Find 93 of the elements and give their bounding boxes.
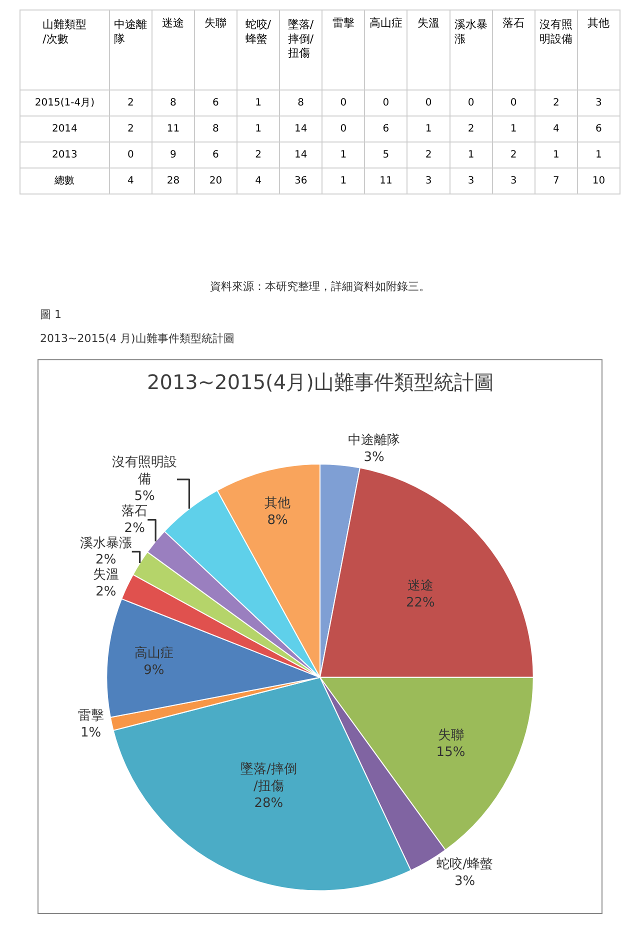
data-label: 6 xyxy=(596,124,602,134)
y-tick-label: 2013 xyxy=(52,150,78,160)
data-label: 2% xyxy=(96,584,116,600)
data-label: 3 xyxy=(510,176,517,186)
data-label: 2 xyxy=(127,98,134,108)
x-tick-label: 中途離隊 xyxy=(114,18,148,46)
data-label: 11 xyxy=(166,124,180,134)
data-label: 28 xyxy=(166,176,180,186)
data-label: 14 xyxy=(294,124,308,134)
slice-label: 失聯 xyxy=(438,728,464,744)
x-tick-label: 其他 xyxy=(588,16,610,30)
data-label: 9% xyxy=(144,663,164,678)
y-tick-label: 2015(1-4月) xyxy=(34,98,95,108)
slice-label: 沒有照明設備 xyxy=(112,455,178,487)
x-tick-label: 溪水暴漲 xyxy=(454,18,488,46)
data-label: 3 xyxy=(596,98,602,108)
slice-label: 高山症 xyxy=(134,645,174,662)
slice-label: 墜落/摔倒/扭傷 xyxy=(240,762,297,794)
data-label: 1 xyxy=(552,150,560,160)
data-label: 3 xyxy=(425,176,432,186)
data-label: 2 xyxy=(255,150,262,160)
data-label: 8 xyxy=(170,98,176,108)
data-label: 2 xyxy=(510,150,517,160)
y-axis-title: 山難類型/次數 xyxy=(42,18,87,46)
data-label: 0 xyxy=(510,98,517,108)
data-label: 0 xyxy=(468,98,474,108)
data-label: 2 xyxy=(127,124,134,134)
data-label: 5 xyxy=(382,150,390,160)
x-tick-label: 落石 xyxy=(502,16,525,30)
slice-label: 失溫 xyxy=(92,568,119,583)
y-tick-label: 總數 xyxy=(54,174,75,186)
x-tick-label: 失溫 xyxy=(418,16,440,30)
data-label: 2% xyxy=(96,552,116,568)
data-label: 0 xyxy=(425,98,432,108)
data-label: 14 xyxy=(294,150,308,160)
data-label: 4 xyxy=(552,124,560,134)
data-label: 20 xyxy=(209,176,222,186)
data-label: 10 xyxy=(592,176,606,186)
slice-label: 雷擊 xyxy=(78,708,104,724)
data-label: 2 xyxy=(425,150,432,160)
chart-title: 2013~2015(4月)山難事件類型統計圖 xyxy=(147,370,494,394)
data-label: 5% xyxy=(134,488,155,504)
data-label: 0 xyxy=(127,150,134,160)
data-label: 2% xyxy=(124,520,145,536)
data-label: 8% xyxy=(267,512,288,528)
data-label: 0 xyxy=(382,98,390,108)
slice-label: 蛇咬/蜂螫 xyxy=(436,856,493,872)
data-label: 3 xyxy=(468,176,474,186)
x-tick-label: 高山症 xyxy=(369,16,402,30)
data-label: 1 xyxy=(596,150,602,160)
slice-label: 溪水暴漲 xyxy=(80,536,132,551)
data-label: 6 xyxy=(212,98,219,108)
data-label: 1 xyxy=(340,150,347,160)
data-label: 1 xyxy=(340,176,347,186)
data-label: 3% xyxy=(454,874,476,889)
data-label: 22% xyxy=(406,595,435,610)
y-tick-label: 2014 xyxy=(52,124,78,134)
x-tick-label: 蛇咬/蜂螫 xyxy=(245,18,272,46)
data-label: 28% xyxy=(254,796,284,811)
data-label: 15% xyxy=(436,744,466,760)
data-label: 9 xyxy=(170,150,176,160)
source-note: 資料來源：本研究整理，詳細資料如附錄三。 xyxy=(210,280,430,293)
text: 2013~2015(4 月)山難事件類型統計圖 xyxy=(40,332,234,345)
caption: 圖 1 xyxy=(40,308,62,321)
data-label: 11 xyxy=(380,176,392,186)
data-label: 7 xyxy=(552,176,560,186)
data-label: 2 xyxy=(552,98,560,108)
x-tick-label: 迷途 xyxy=(162,16,184,30)
x-tick-label: 雷擊 xyxy=(332,16,354,30)
data-label: 0 xyxy=(340,124,347,134)
data-label: 6 xyxy=(382,124,390,134)
x-tick-label: 失聯 xyxy=(204,16,227,30)
data-label: 1 xyxy=(510,124,517,134)
data-label: 0 xyxy=(340,98,347,108)
data-label: 1 xyxy=(425,124,432,134)
x-tick-label: 墜落/摔倒/扭傷 xyxy=(288,18,314,60)
slice-label: 中途離隊 xyxy=(348,433,400,448)
data-label: 4 xyxy=(127,176,134,186)
data-label: 3% xyxy=(364,450,384,466)
data-label: 1 xyxy=(255,124,262,134)
data-label: 36 xyxy=(294,176,308,186)
data-label: 1 xyxy=(255,98,262,108)
data-label: 8 xyxy=(298,98,304,108)
data-label: 1% xyxy=(80,726,102,741)
slice-label: 落石 xyxy=(122,504,148,519)
data-label: 6 xyxy=(212,150,219,160)
data-label: 8 xyxy=(212,124,219,134)
slice-label: 迷途 xyxy=(407,578,434,594)
slice-label: 其他 xyxy=(264,496,291,511)
x-tick-label: 沒有照明設備 xyxy=(540,18,573,46)
data-label: 4 xyxy=(255,176,262,186)
data-label: 2 xyxy=(468,124,474,134)
data-label: 1 xyxy=(468,150,474,160)
